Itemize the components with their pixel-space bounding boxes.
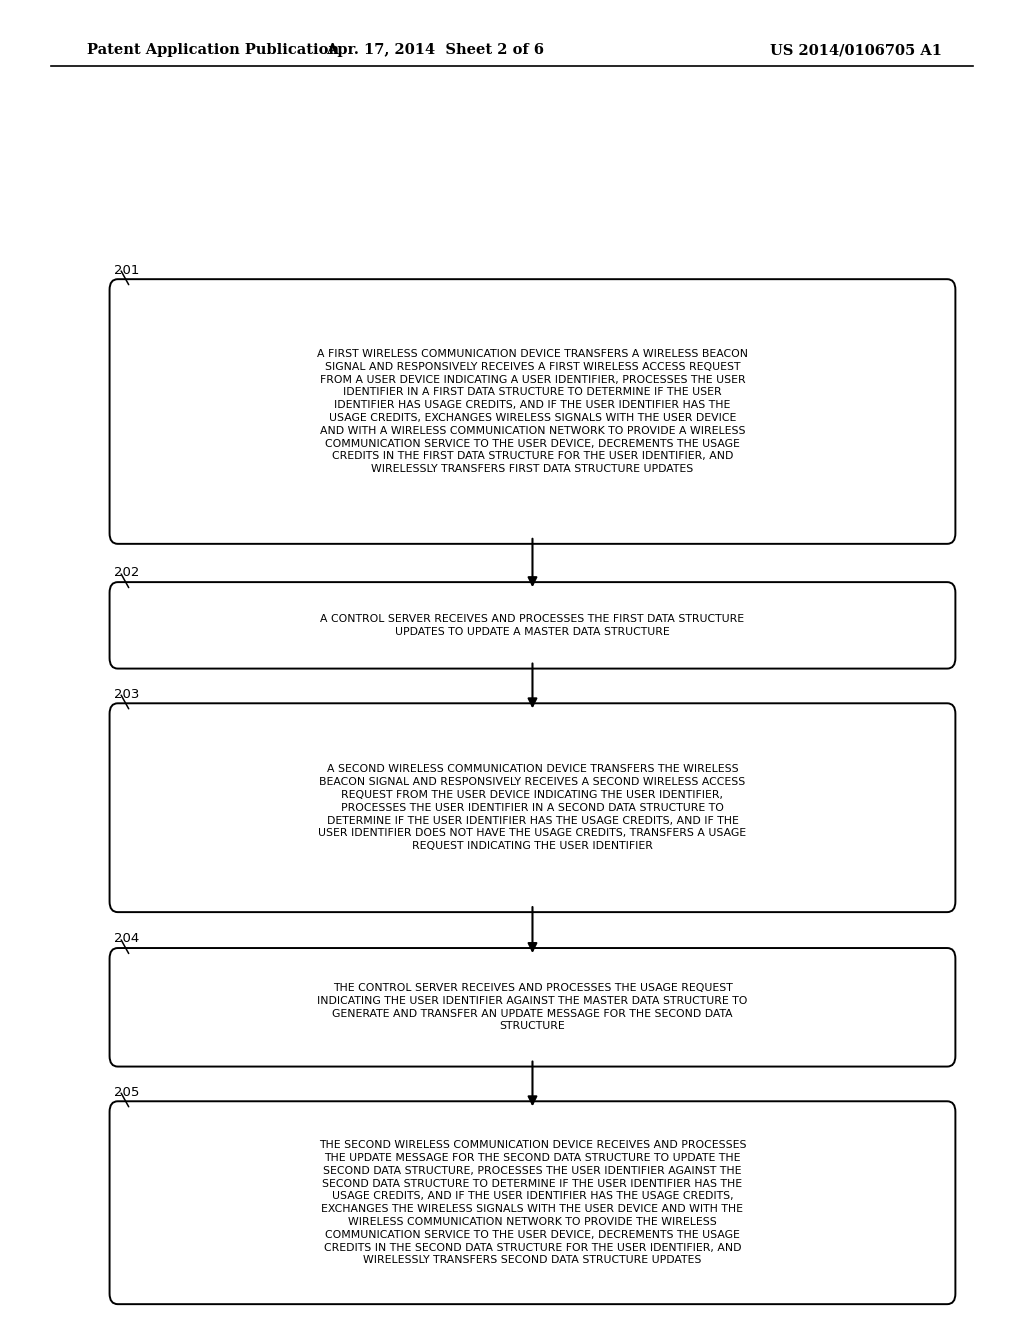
Text: A CONTROL SERVER RECEIVES AND PROCESSES THE FIRST DATA STRUCTURE
UPDATES TO UPDA: A CONTROL SERVER RECEIVES AND PROCESSES … [321, 614, 744, 636]
Text: 204: 204 [114, 932, 139, 945]
Text: 201: 201 [114, 264, 139, 277]
Text: THE SECOND WIRELESS COMMUNICATION DEVICE RECEIVES AND PROCESSES
THE UPDATE MESSA: THE SECOND WIRELESS COMMUNICATION DEVICE… [318, 1140, 746, 1266]
Text: Patent Application Publication: Patent Application Publication [87, 44, 339, 57]
Text: Apr. 17, 2014  Sheet 2 of 6: Apr. 17, 2014 Sheet 2 of 6 [327, 44, 544, 57]
FancyBboxPatch shape [110, 948, 955, 1067]
Text: 203: 203 [114, 688, 139, 701]
Text: 205: 205 [114, 1085, 139, 1098]
FancyBboxPatch shape [110, 582, 955, 668]
Text: US 2014/0106705 A1: US 2014/0106705 A1 [770, 44, 942, 57]
Text: A SECOND WIRELESS COMMUNICATION DEVICE TRANSFERS THE WIRELESS
BEACON SIGNAL AND : A SECOND WIRELESS COMMUNICATION DEVICE T… [318, 764, 746, 851]
FancyBboxPatch shape [110, 280, 955, 544]
Text: THE CONTROL SERVER RECEIVES AND PROCESSES THE USAGE REQUEST
INDICATING THE USER : THE CONTROL SERVER RECEIVES AND PROCESSE… [317, 983, 748, 1031]
Text: A FIRST WIRELESS COMMUNICATION DEVICE TRANSFERS A WIRELESS BEACON
SIGNAL AND RES: A FIRST WIRELESS COMMUNICATION DEVICE TR… [317, 348, 748, 474]
FancyBboxPatch shape [110, 704, 955, 912]
FancyBboxPatch shape [110, 1101, 955, 1304]
Text: 202: 202 [114, 566, 139, 579]
